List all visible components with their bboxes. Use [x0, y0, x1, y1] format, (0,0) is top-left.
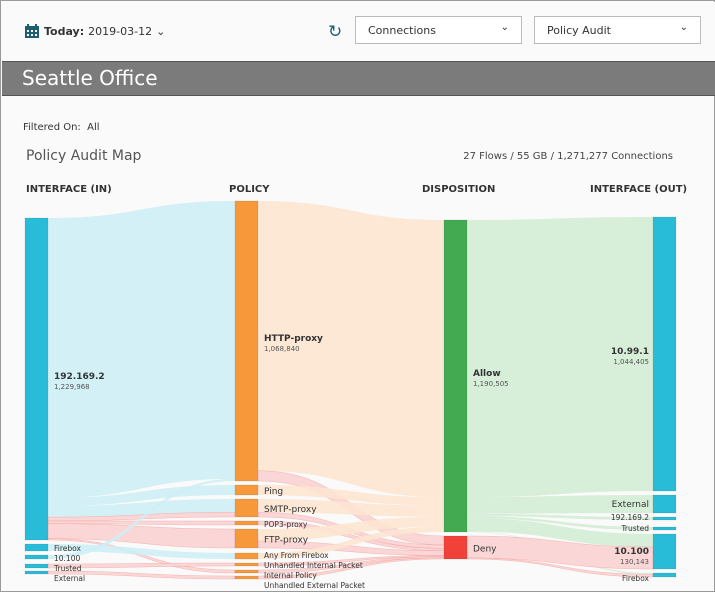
sankey-node-p-uip[interactable] [234, 562, 259, 567]
sankey-link[interactable] [258, 485, 444, 506]
node-label: FTP-proxy [264, 536, 309, 546]
node-label: Trusted [620, 524, 649, 533]
filter-value: All [87, 122, 100, 133]
node-label: HTTP-proxy [264, 334, 323, 344]
sankey-node-in-192[interactable] [24, 217, 49, 541]
sankey-link[interactable] [48, 485, 235, 507]
node-label: 10.99.1 [611, 347, 649, 357]
filter-label: Filtered On: [23, 122, 81, 133]
filter-status: Filtered On: All [23, 122, 100, 133]
map-title: Policy Audit Map [26, 148, 142, 164]
toolbar: Today: 2019-03-12 ⌄ ↻ Connections ⌄ Polic… [2, 2, 715, 61]
node-label: 10.100 [614, 547, 649, 557]
node-label: 10.100 [54, 554, 80, 563]
column-header-interface-in: INTERFACE (IN) [26, 184, 112, 195]
sankey-node-in-firebox[interactable] [24, 543, 49, 552]
sankey-link[interactable] [467, 513, 653, 520]
device-title: Seattle Office [22, 66, 158, 90]
node-label: SMTP-proxy [264, 505, 317, 515]
date-label: Today: [44, 24, 85, 38]
sankey-node-in-trusted[interactable] [24, 563, 49, 569]
sankey-node-d-deny[interactable] [443, 535, 468, 560]
sankey-node-o-1099[interactable] [652, 216, 677, 492]
sankey-link[interactable] [258, 526, 444, 559]
node-value: 1,068,840 [264, 345, 300, 353]
refresh-icon[interactable]: ↻ [328, 22, 343, 42]
report-select-value: Policy Audit [547, 24, 611, 37]
report-select[interactable]: Policy Audit ⌄ [534, 16, 701, 44]
sankey-link[interactable] [48, 201, 235, 499]
sankey-node-in-external[interactable] [24, 570, 49, 575]
node-label: POP3-proxy [264, 520, 308, 529]
sankey-link[interactable] [467, 217, 653, 498]
view-select[interactable]: Connections ⌄ [355, 16, 522, 44]
sankey-node-p-ping[interactable] [234, 484, 259, 496]
node-label: External [54, 574, 85, 583]
node-value: 1,044,405 [613, 358, 649, 366]
date-picker[interactable]: Today: 2019-03-12 ⌄ [24, 23, 165, 39]
node-label: Firebox [54, 544, 82, 553]
column-header-disposition: DISPOSITION [422, 184, 496, 195]
sankey-link[interactable] [48, 499, 235, 518]
column-header-policy: POLICY [229, 184, 270, 195]
sankey-node-o-trusted[interactable] [652, 526, 677, 531]
sankey-node-o-firebox[interactable] [652, 572, 677, 578]
chevron-down-icon: ⌄ [156, 24, 166, 38]
sankey-link[interactable] [258, 201, 444, 498]
date-value: 2019-03-12 [88, 24, 153, 38]
view-select-value: Connections [368, 24, 436, 37]
sankey-node-p-smtp[interactable] [234, 498, 259, 518]
calendar-icon [25, 24, 39, 38]
sankey-node-o-external[interactable] [652, 494, 677, 514]
chevron-down-icon: ⌄ [500, 22, 509, 33]
sankey-link[interactable] [47, 523, 236, 549]
sankey-node-p-ip[interactable] [234, 569, 259, 574]
node-label: Any From Firebox [264, 551, 329, 560]
node-label: Allow [473, 369, 501, 379]
sankey-node-p-any[interactable] [234, 552, 259, 560]
node-label: Deny [473, 545, 497, 555]
map-stats: 27 Flows / 55 GB / 1,271,277 Connections [463, 151, 673, 162]
node-label: Trusted [53, 564, 82, 573]
sankey-node-p-ftp[interactable] [234, 528, 259, 549]
column-header-interface-out: INTERFACE (OUT) [590, 184, 688, 195]
sankey-link[interactable] [467, 518, 653, 547]
sankey-node-p-uep[interactable] [234, 575, 259, 580]
sankey-node-in-10100[interactable] [24, 554, 49, 560]
sankey-link[interactable] [467, 515, 653, 530]
device-banner: Seattle Office [2, 61, 715, 96]
node-label: External [612, 500, 649, 510]
node-label: Internal Policy [264, 571, 317, 580]
sankey-link[interactable] [258, 499, 444, 517]
sankey-node-p-http[interactable] [234, 200, 259, 482]
sankey-node-o-10100[interactable] [652, 533, 677, 570]
node-label: Unhandled Internal Packet [264, 561, 363, 570]
sankey-link[interactable] [48, 478, 235, 559]
node-label: Unhandled External Packet [264, 581, 365, 590]
sankey-node-p-pop3[interactable] [234, 520, 259, 526]
node-label: 192.169.2 [611, 513, 649, 522]
node-value: 1,190,505 [473, 380, 509, 388]
node-value: 130,143 [620, 558, 649, 566]
sankey-node-d-allow[interactable] [443, 219, 468, 533]
node-value: 1,229,968 [54, 383, 90, 391]
chevron-down-icon: ⌄ [679, 22, 688, 33]
node-label: Firebox [622, 574, 650, 583]
node-label: 192.169.2 [54, 372, 105, 382]
node-label: Ping [264, 487, 283, 497]
sankey-link[interactable] [467, 495, 653, 514]
sankey-node-o-192[interactable] [652, 516, 677, 521]
sankey-link[interactable] [258, 516, 444, 542]
